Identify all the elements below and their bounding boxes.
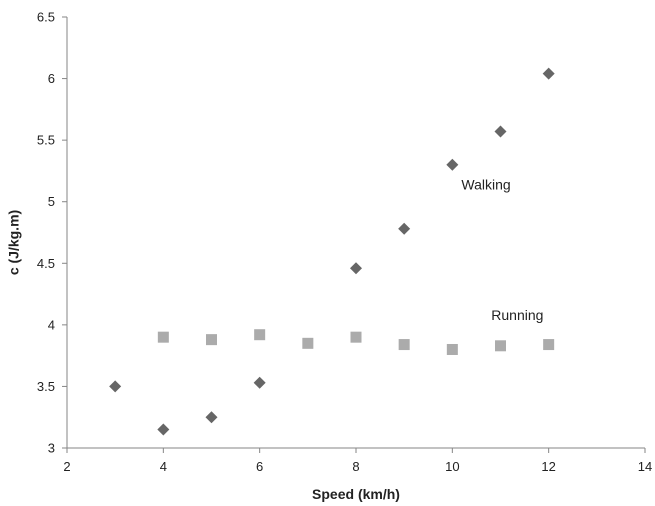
running-point — [302, 337, 314, 349]
running-point — [495, 340, 506, 352]
x-axis-ticks: 2 4 6 8 10 12 14 — [63, 448, 652, 474]
y-tick-label: 5 — [48, 194, 55, 209]
running-point — [206, 334, 217, 346]
walking-point — [446, 158, 459, 171]
annotation-running: Running — [491, 307, 543, 323]
walking-point — [494, 125, 507, 138]
series-walking — [109, 67, 555, 436]
y-tick-label: 3 — [48, 441, 55, 456]
running-point — [157, 331, 169, 343]
y-tick-label: 4 — [48, 317, 55, 332]
x-tick-label: 14 — [638, 459, 652, 474]
walking-point — [253, 376, 266, 389]
series-annotations: Walking Running — [461, 176, 543, 323]
walking-point — [542, 67, 555, 80]
x-tick-label: 4 — [160, 459, 167, 474]
running-point — [446, 343, 458, 355]
x-tick-label: 8 — [352, 459, 359, 474]
annotation-walking: Walking — [461, 176, 510, 192]
x-axis-title: Speed (km/h) — [312, 486, 400, 502]
y-tick-label: 5.5 — [37, 133, 55, 148]
walking-point — [350, 262, 362, 275]
walking-point — [398, 222, 411, 235]
walking-point — [157, 423, 170, 436]
data-series — [109, 67, 555, 436]
series-running — [157, 329, 555, 355]
y-tick-label: 6 — [48, 71, 55, 86]
running-point — [254, 329, 266, 341]
y-tick-label: 4.5 — [37, 256, 55, 271]
chart-axes — [66, 17, 645, 449]
running-point — [350, 331, 362, 343]
x-tick-label: 12 — [541, 459, 555, 474]
y-tick-label: 6.5 — [37, 10, 55, 25]
x-tick-label: 6 — [256, 459, 263, 474]
running-point — [398, 339, 410, 351]
y-tick-label: 3.5 — [37, 379, 55, 394]
running-point — [543, 339, 555, 351]
x-tick-label: 10 — [445, 459, 459, 474]
x-tick-label: 2 — [63, 459, 70, 474]
y-axis-title: c (J/kg.m) — [6, 210, 22, 275]
walking-point — [205, 411, 218, 424]
y-axis-ticks: 3 3.5 4 4.5 5 5.5 6 6.5 — [37, 10, 67, 456]
walking-point — [109, 380, 122, 393]
